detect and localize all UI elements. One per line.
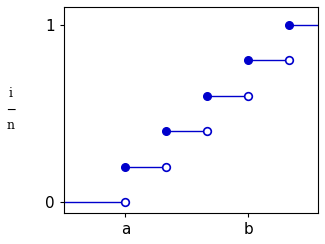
Text: i
─
n: i ─ n — [6, 88, 14, 132]
